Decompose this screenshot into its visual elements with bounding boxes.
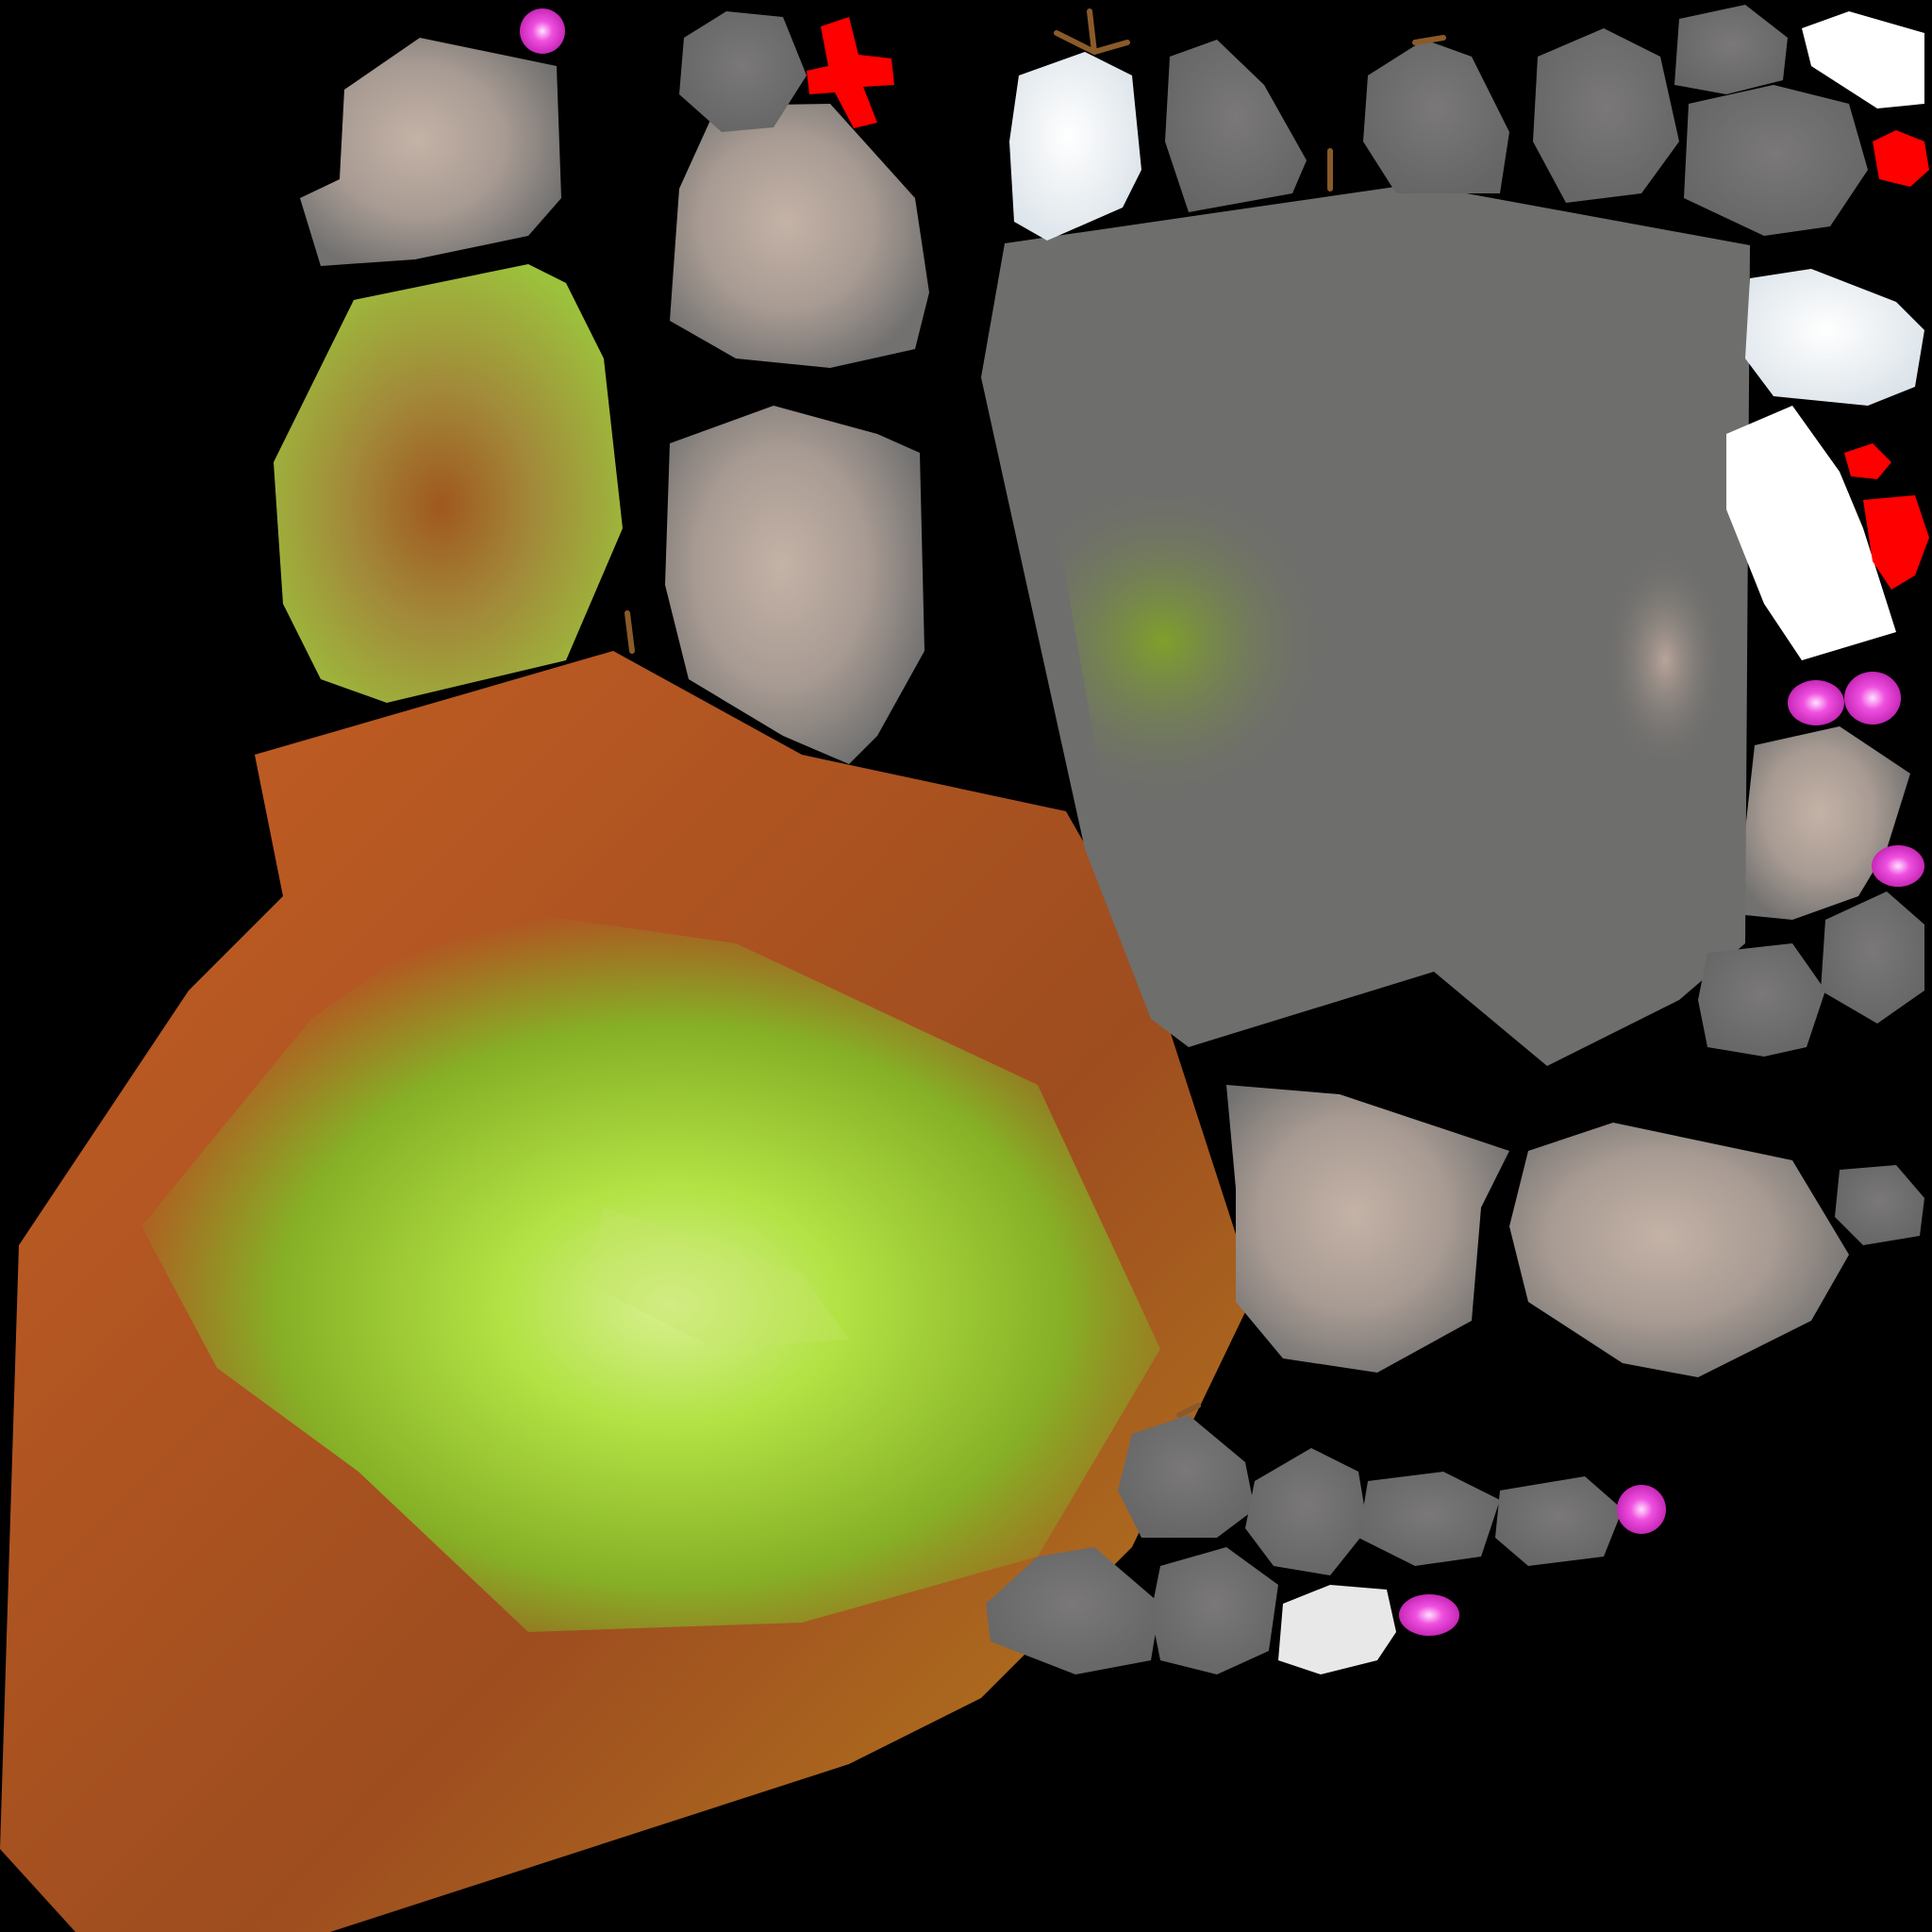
beige-rock-island-col2-upper xyxy=(670,104,929,368)
twig-icon xyxy=(625,610,635,654)
beige-rock-island-col2-lower xyxy=(665,406,924,764)
beige-rock-island-bottom-left xyxy=(1226,1085,1509,1373)
snow-rock-island-right-lower xyxy=(1726,406,1896,660)
beige-rock-island-top-left xyxy=(300,38,561,266)
red-marker-icon xyxy=(807,17,894,128)
pink-gem-icons xyxy=(520,8,1924,1636)
twig-icon xyxy=(1054,8,1130,55)
rust-moss-rock-island xyxy=(0,651,1255,1932)
beige-rock-island-right xyxy=(1745,726,1910,920)
red-marker-icons xyxy=(807,17,1929,590)
twig-icons xyxy=(625,8,1446,1418)
moss-rock-island xyxy=(274,264,623,703)
gray-pebble-islands xyxy=(679,5,1924,1674)
pink-gem-icon xyxy=(1872,845,1924,887)
gray-stone-slab-island xyxy=(981,184,1750,1066)
pink-gem-icon xyxy=(1617,1485,1666,1534)
snow-rock-island-corner xyxy=(1802,11,1924,108)
snow-rock-island-bottom xyxy=(1278,1585,1396,1674)
beige-rock-island-bottom-right xyxy=(1509,1123,1849,1377)
snow-rock-island-top xyxy=(1009,52,1141,241)
twig-icon xyxy=(1176,1403,1201,1418)
red-marker-icon xyxy=(1863,495,1929,590)
twig-icon xyxy=(1412,35,1446,45)
pink-gem-icon xyxy=(520,8,565,54)
pink-gem-icon xyxy=(1788,680,1844,725)
pink-gem-icon xyxy=(1844,672,1901,724)
snow-rock-island-right-upper xyxy=(1745,269,1924,406)
red-marker-icon xyxy=(1873,130,1929,187)
red-marker-icon xyxy=(1844,443,1891,479)
pink-gem-icon xyxy=(1399,1594,1459,1636)
